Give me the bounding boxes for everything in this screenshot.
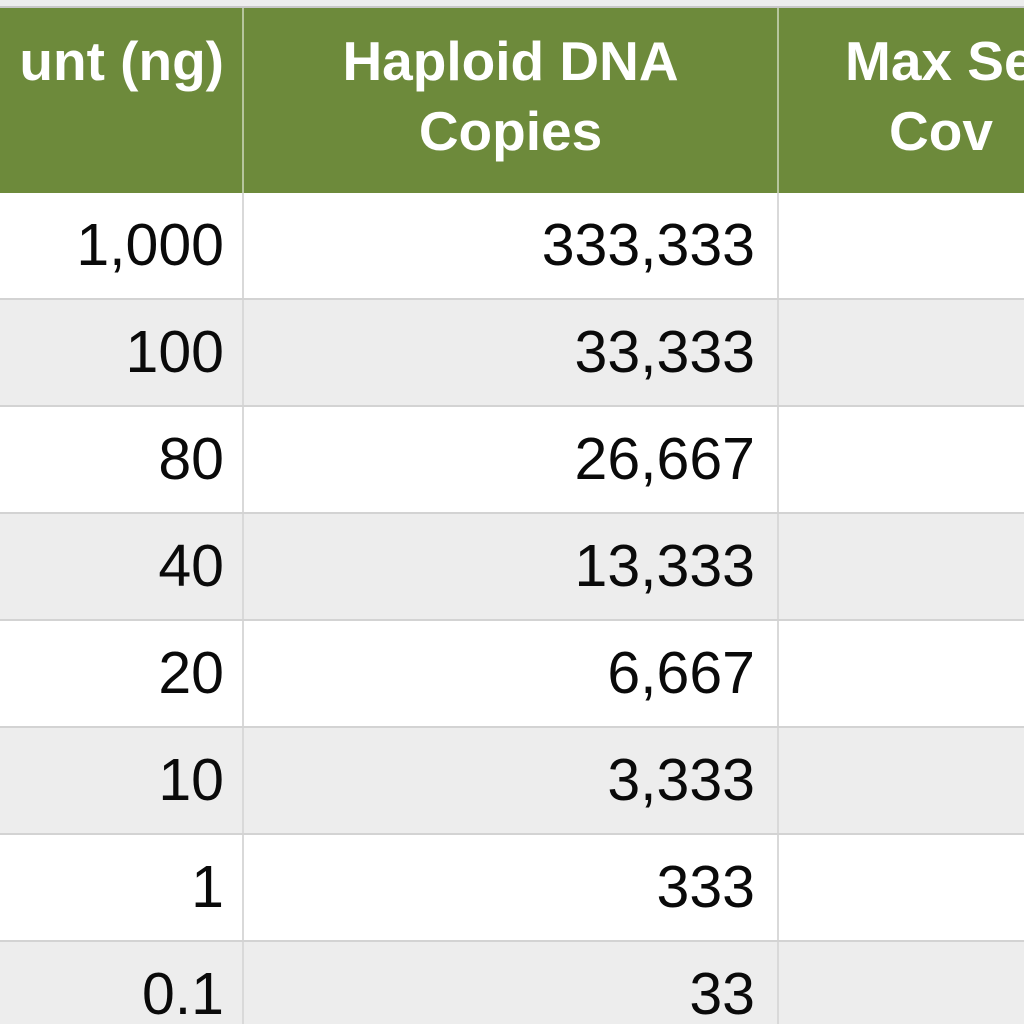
cell-copies: 333 — [242, 834, 778, 942]
header-cell-haploid-copies: Haploid DNA Copies — [242, 8, 778, 193]
header-coverage-line2: Cov — [889, 100, 993, 162]
header-row: unt (ng) Haploid DNA Copies Max Se Cov — [0, 8, 1024, 193]
table-row: 80 26,667 — [0, 406, 1024, 514]
table-body: 1,000 333,333 100 33,333 80 26,667 40 13… — [0, 193, 1024, 1024]
header-copies-line1: Haploid DNA — [342, 30, 679, 92]
table-row: 1 333 — [0, 834, 1024, 942]
cell-copies: 33 — [242, 941, 778, 1024]
cell-copies: 6,667 — [242, 620, 778, 728]
top-margin-strip — [0, 0, 1024, 8]
table-row: 100 33,333 — [0, 299, 1024, 407]
cell-amount: 10 — [0, 727, 243, 835]
cell-copies: 3,333 — [242, 727, 778, 835]
cell-copies: 333,333 — [242, 193, 778, 300]
cell-copies: 33,333 — [242, 299, 778, 407]
cell-coverage — [777, 513, 1024, 621]
cell-amount: 20 — [0, 620, 243, 728]
cell-amount: 80 — [0, 406, 243, 514]
table-row: 20 6,667 — [0, 620, 1024, 728]
cell-coverage — [777, 193, 1024, 300]
cell-coverage — [777, 406, 1024, 514]
cell-copies: 13,333 — [242, 513, 778, 621]
cell-amount: 100 — [0, 299, 243, 407]
header-coverage-line1: Max Se — [845, 30, 1024, 92]
header-cell-amount: unt (ng) — [0, 8, 243, 193]
table-row: 10 3,333 — [0, 727, 1024, 835]
dna-copies-table: unt (ng) Haploid DNA Copies Max Se Cov 1… — [0, 8, 1024, 1024]
cell-amount: 1 — [0, 834, 243, 942]
cell-amount: 0.1 — [0, 941, 243, 1024]
header-copies-line2: Copies — [418, 100, 603, 162]
table-row: 0.1 33 — [0, 941, 1024, 1024]
cell-coverage — [777, 727, 1024, 835]
cell-amount: 1,000 — [0, 193, 243, 300]
header-amount-line1: unt (ng) — [19, 30, 224, 92]
cell-coverage — [777, 620, 1024, 728]
cell-copies: 26,667 — [242, 406, 778, 514]
cell-coverage — [777, 941, 1024, 1024]
table-header: unt (ng) Haploid DNA Copies Max Se Cov — [0, 8, 1024, 193]
cell-coverage — [777, 299, 1024, 407]
header-cell-max-coverage: Max Se Cov — [777, 8, 1024, 193]
table-row: 1,000 333,333 — [0, 193, 1024, 300]
cell-amount: 40 — [0, 513, 243, 621]
cell-coverage — [777, 834, 1024, 942]
table-row: 40 13,333 — [0, 513, 1024, 621]
